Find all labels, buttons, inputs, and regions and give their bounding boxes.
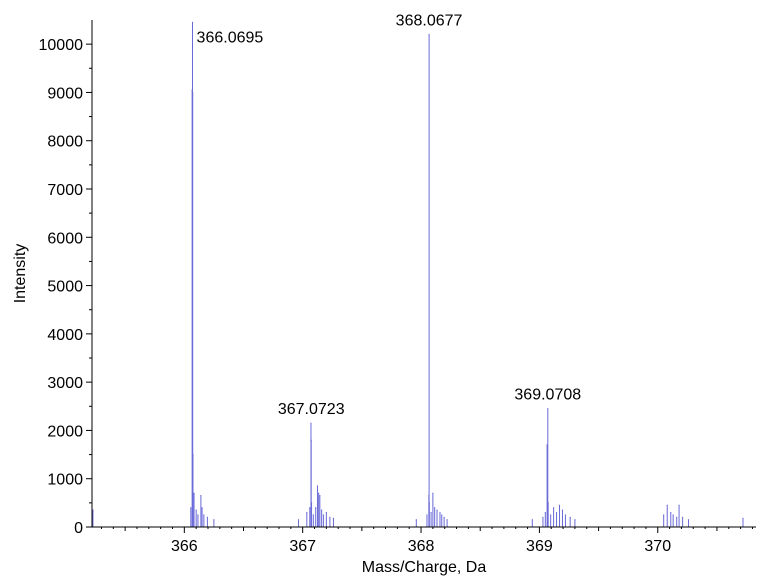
peak-label: 367.0723 bbox=[278, 401, 345, 418]
y-tick-label: 2000 bbox=[47, 423, 83, 440]
x-tick-label: 369 bbox=[526, 538, 553, 555]
y-tick-label: 8000 bbox=[47, 134, 83, 151]
y-tick-label: 6000 bbox=[47, 230, 83, 247]
x-tick-label: 367 bbox=[289, 538, 316, 555]
peak-label: 366.0695 bbox=[197, 29, 264, 46]
peak-label: 369.0708 bbox=[514, 387, 581, 404]
spectrum-series-line bbox=[92, 22, 744, 527]
y-tick-label: 4000 bbox=[47, 327, 83, 344]
x-tick-label: 366 bbox=[171, 538, 198, 555]
y-tick-label: 5000 bbox=[47, 279, 83, 296]
y-tick-label: 3000 bbox=[47, 375, 83, 392]
y-tick-label: 1000 bbox=[47, 472, 83, 489]
y-tick-label: 7000 bbox=[47, 182, 83, 199]
peak-label: 368.0677 bbox=[396, 12, 463, 29]
x-axis-ticks: 366 367 368 369 370 bbox=[100, 527, 753, 555]
y-tick-label: 10000 bbox=[39, 37, 84, 54]
y-axis-label: Intensity bbox=[12, 244, 29, 304]
x-tick-label: 368 bbox=[408, 538, 435, 555]
y-axis-ticks: 0 1000 2000 3000 4000 5000 6000 7000 8000 9000 100… bbox=[39, 37, 92, 537]
plot-area bbox=[92, 21, 744, 521]
y-tick-label: 0 bbox=[74, 520, 83, 537]
peak-labels: 366.0695 367.0723 368.0677 369.0708 bbox=[197, 12, 582, 418]
x-axis-label: Mass/Charge, Da bbox=[362, 559, 487, 576]
x-tick-label: 370 bbox=[644, 538, 671, 555]
y-tick-label: 9000 bbox=[47, 85, 83, 102]
